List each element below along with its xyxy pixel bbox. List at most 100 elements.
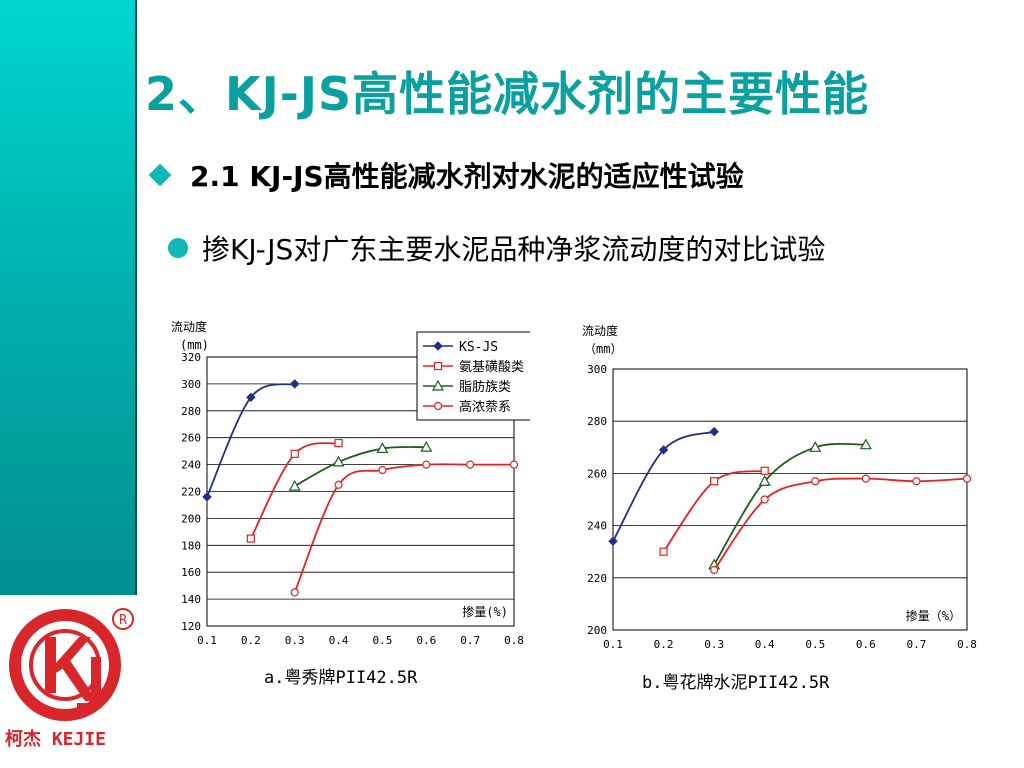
chart-a-series-0-point: [246, 392, 256, 403]
chart-a-x-tick-label: 0.7: [460, 634, 480, 647]
circle-bullet-icon: [168, 238, 188, 258]
chart-a: 120 140 160 180 200 220 240 260 280 300 320 0.1 0.2 0…: [171, 319, 530, 647]
chart-a-series-2-line: [294, 446, 427, 487]
chart-b-y-axis-unit: （mm）: [584, 342, 622, 356]
chart-b-y-tick-label: 300: [587, 363, 607, 376]
chart-a-x-tick-label: 0.6: [416, 634, 436, 647]
chart-a-legend-label: 氨基磺酸类: [459, 360, 524, 375]
logo-text: 柯杰 KEJIE: [5, 728, 106, 750]
chart-a-y-axis-label: 流动度: [171, 319, 207, 334]
chart-b-x-tick-label: 0.3: [704, 638, 724, 651]
chart-a-x-tick-label: 0.4: [329, 634, 349, 647]
chart-a-legend-label: 脂肪族类: [459, 379, 511, 395]
chart-b-series-2-line: [713, 442, 866, 566]
chart-b-series-0-point: [658, 445, 669, 455]
chart-b-series-2-point: [758, 474, 771, 486]
bullet-point-text: 掺KJ-JS对广东主要水泥品种净浆流动度的对比试验: [202, 233, 826, 266]
chart-a-series-2-point: [332, 455, 345, 467]
chart-a-y-tick-label: 280: [181, 405, 201, 418]
chart-a-y-tick-label: 300: [181, 378, 201, 391]
chart-b-y-tick-label: 240: [587, 520, 607, 533]
chart-b-y-tick-label: 200: [587, 624, 607, 637]
chart-a-series-3-line: [293, 463, 514, 593]
chart-a-series-1-point: [334, 438, 343, 448]
chart-b-series-0-line: [612, 430, 715, 542]
diamond-bullet-icon: [148, 163, 172, 187]
chart-b-series-3-point: [710, 565, 719, 575]
chart-b: 200 220 240 260 280 300 0.1 0.2 0.3 0.4 0.5 0.6 0.7 0…: [582, 323, 977, 651]
chart-a-x-axis-label: 掺量(%): [462, 604, 508, 619]
chart-a-series-3-point: [466, 460, 475, 469]
chart-a-x-tick-label: 0.3: [285, 634, 305, 647]
chart-a-series-3-point: [290, 588, 299, 597]
chart-a-x-tick-label: 0.1: [197, 634, 217, 647]
section-heading-text: 2.1 KJ-JS高性能减水剂对水泥的适应性试验: [190, 160, 744, 193]
chart-b-series-3-point: [912, 477, 921, 486]
chart-b-x-tick-label: 0.7: [906, 638, 926, 651]
chart-a-y-tick-label: 180: [181, 539, 201, 552]
chart-a-y-tick-label: 320: [181, 351, 201, 364]
chart-b-series-3-point: [962, 474, 972, 483]
chart-b-x-tick-label: 0.8: [957, 638, 977, 651]
chart-a-series-3-point: [422, 460, 431, 469]
chart-a-y-tick-label: 260: [181, 432, 201, 445]
chart-a-series-0-point: [290, 379, 300, 389]
chart-a-series-1-point: [290, 449, 299, 458]
chart-a-legend-marker: [433, 401, 443, 411]
chart-b-series-0-point: [608, 536, 618, 546]
chart-b-series-1-point: [659, 547, 668, 556]
chart-a-y-axis-unit: (mm): [180, 338, 209, 352]
chart-b-series-3-line: [713, 477, 968, 571]
chart-b-y-tick-label: 280: [587, 415, 607, 428]
chart-b-x-tick-label: 0.2: [654, 638, 674, 651]
chart-a-series-0-line: [206, 383, 295, 498]
chart-b-series-1-point: [760, 466, 769, 475]
chart-a-legend-marker: [433, 341, 443, 351]
chart-a-x-tick-label: 0.8: [504, 634, 524, 647]
chart-a-legend-label: KS-JS: [459, 340, 498, 355]
chart-b-caption: b.粤花牌水泥PII42.5R: [642, 673, 830, 693]
chart-a-legend-marker: [433, 361, 443, 371]
chart-b-y-tick-label: 220: [587, 572, 607, 585]
chart-b-x-tick-label: 0.6: [856, 638, 876, 651]
chart-b-series-3-point: [811, 477, 820, 486]
bullet-point: 掺KJ-JS对广东主要水泥品种净浆流动度的对比试验: [168, 228, 825, 268]
chart-a-y-tick-label: 200: [181, 512, 201, 525]
kejie-logo: R 柯杰 KEJIE: [5, 605, 143, 760]
chart-b-series-2-point: [809, 441, 822, 452]
svg-text:R: R: [119, 613, 127, 628]
chart-a-series-3-point: [509, 460, 519, 469]
chart-a-y-tick-label: 120: [181, 620, 201, 633]
chart-a-series-3-point: [334, 480, 343, 489]
chart-a-y-tick-label: 160: [181, 566, 201, 579]
chart-a-series-1-point: [246, 534, 255, 543]
chart-b-y-axis-label: 流动度: [582, 323, 618, 338]
chart-a-caption: a.粤秀牌PII42.5R: [264, 668, 418, 688]
chart-b-series-3-point: [861, 474, 870, 483]
chart-a-series-3-point: [378, 465, 387, 475]
side-accent-bar: [0, 0, 137, 595]
page-title: 2、KJ-JS高性能减水剂的主要性能: [145, 67, 870, 121]
chart-b-series-0-point: [709, 426, 719, 437]
chart-b-series-2-point: [859, 438, 872, 450]
chart-a-y-tick-label: 220: [181, 486, 201, 499]
chart-a-x-tick-label: 0.2: [241, 634, 261, 647]
chart-a-legend-marker: [431, 379, 445, 391]
section-heading: 2.1 KJ-JS高性能减水剂对水泥的适应性试验: [146, 155, 744, 195]
chart-b-series-3-point: [760, 495, 769, 504]
chart-a-y-tick-label: 240: [181, 459, 201, 472]
chart-b-series-1-point: [710, 477, 719, 486]
chart-b-x-axis-label: 掺量（%）: [906, 608, 961, 623]
chart-a-series-2-point: [376, 442, 389, 454]
chart-a-x-tick-label: 0.5: [372, 634, 392, 647]
chart-a-series-2-point: [288, 479, 301, 491]
chart-a-legend-label: 高浓萘系: [459, 399, 511, 415]
chart-a-series-0-point: [202, 492, 212, 502]
chart-b-plot-frame: [612, 368, 968, 631]
chart-a-y-tick-label: 140: [181, 593, 201, 606]
chart-b-x-tick-label: 0.1: [603, 638, 623, 651]
chart-b-x-tick-label: 0.4: [755, 638, 775, 651]
chart-b-y-tick-label: 260: [587, 467, 607, 480]
chart-a-plot-frame: [206, 356, 515, 627]
kj-logo-icon: R 柯杰 KEJIE: [5, 608, 134, 750]
